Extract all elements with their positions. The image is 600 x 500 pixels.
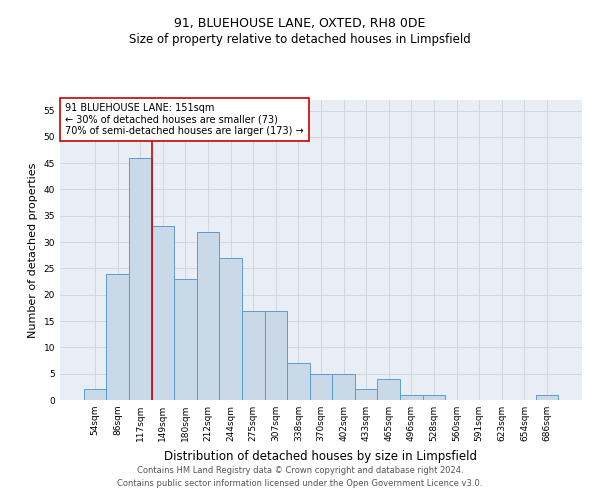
Bar	[84, 390, 106, 400]
Bar	[287, 363, 310, 400]
Bar	[400, 394, 422, 400]
Bar	[422, 394, 445, 400]
Bar	[377, 379, 400, 400]
Bar	[355, 390, 377, 400]
X-axis label: Distribution of detached houses by size in Limpsfield: Distribution of detached houses by size …	[164, 450, 478, 462]
Text: Size of property relative to detached houses in Limpsfield: Size of property relative to detached ho…	[129, 32, 471, 46]
Y-axis label: Number of detached properties: Number of detached properties	[28, 162, 38, 338]
Bar	[197, 232, 220, 400]
Bar	[152, 226, 174, 400]
Bar	[174, 279, 197, 400]
Bar	[265, 310, 287, 400]
Bar	[310, 374, 332, 400]
Bar	[220, 258, 242, 400]
Text: Contains HM Land Registry data © Crown copyright and database right 2024.
Contai: Contains HM Land Registry data © Crown c…	[118, 466, 482, 487]
Bar	[536, 394, 558, 400]
Bar	[106, 274, 129, 400]
Text: 91 BLUEHOUSE LANE: 151sqm
← 30% of detached houses are smaller (73)
70% of semi-: 91 BLUEHOUSE LANE: 151sqm ← 30% of detac…	[65, 103, 304, 136]
Text: 91, BLUEHOUSE LANE, OXTED, RH8 0DE: 91, BLUEHOUSE LANE, OXTED, RH8 0DE	[175, 18, 425, 30]
Bar	[242, 310, 265, 400]
Bar	[129, 158, 152, 400]
Bar	[332, 374, 355, 400]
